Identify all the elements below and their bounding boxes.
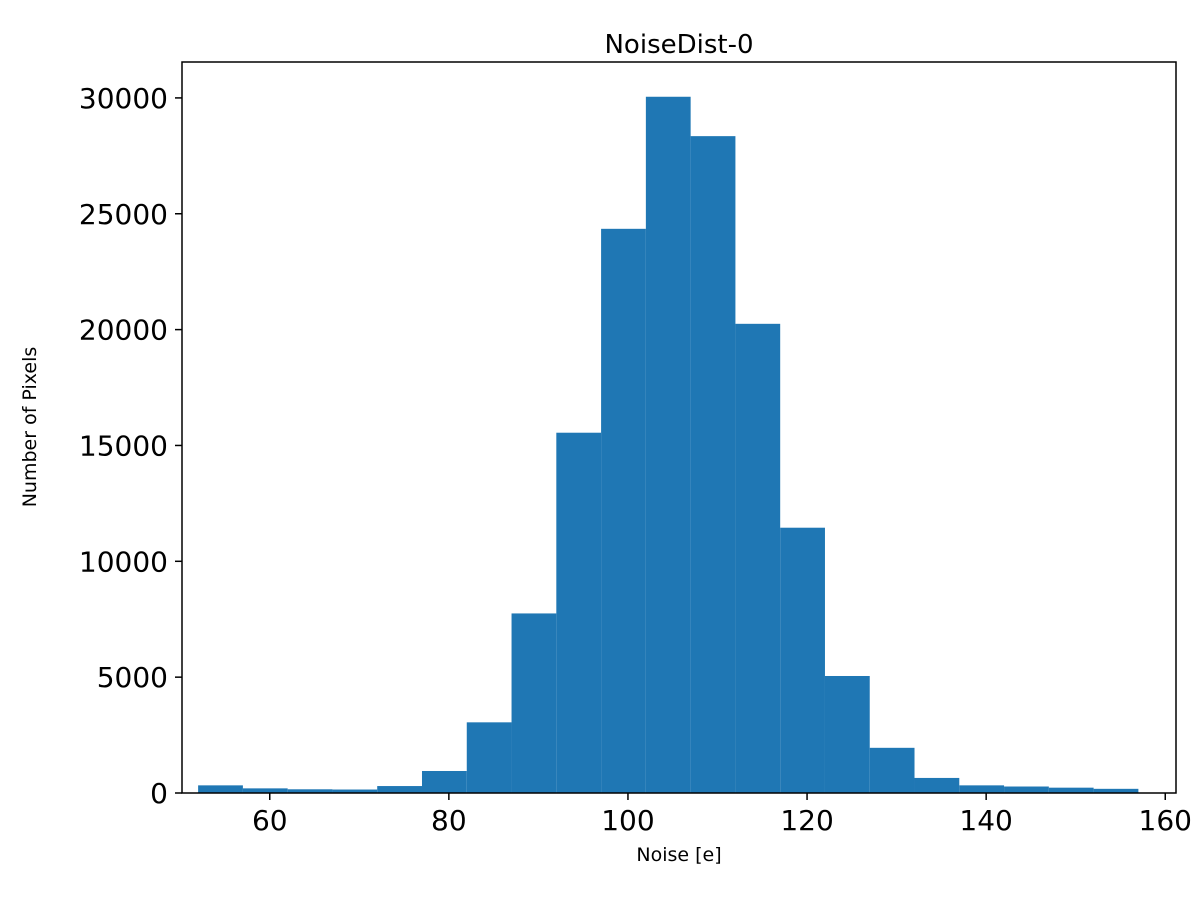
histogram-bar	[869, 747, 915, 793]
histogram-bar	[421, 770, 467, 793]
histogram-bar	[511, 613, 557, 793]
histogram-bar	[914, 777, 960, 793]
axes-frame	[181, 61, 1177, 794]
y-tick-label: 15000	[79, 429, 168, 462]
y-tick-label: 5000	[97, 661, 168, 694]
histogram-bar	[556, 432, 602, 793]
histogram-bar	[198, 785, 243, 793]
y-tick-label: 25000	[79, 198, 168, 231]
x-tick-label: 100	[601, 804, 654, 837]
histogram-bar	[1004, 786, 1049, 793]
y-axis-label: Number of Pixels	[19, 346, 41, 508]
histogram-bar	[1093, 788, 1139, 793]
x-tick-label: 60	[252, 804, 288, 837]
y-tick-label: 30000	[79, 82, 168, 115]
histogram-bar	[377, 786, 422, 793]
y-tick-label: 0	[150, 777, 168, 810]
histogram-bar	[735, 323, 781, 793]
histogram-bar	[824, 675, 870, 793]
histogram-bar	[242, 788, 288, 793]
x-tick-label: 80	[431, 804, 467, 837]
histogram-bar	[645, 96, 691, 794]
histogram-bar	[287, 789, 333, 793]
x-tick-label: 120	[780, 804, 833, 837]
y-tick-label: 20000	[79, 314, 168, 347]
histogram-bar	[466, 722, 512, 793]
x-tick-label: 160	[1139, 804, 1192, 837]
histogram-bar	[601, 228, 646, 793]
x-axis-label: Noise [e]	[636, 844, 722, 866]
histogram-bar	[780, 527, 825, 793]
histogram-bar	[332, 789, 378, 793]
histogram-bar	[959, 785, 1005, 793]
histogram-bar	[690, 136, 736, 793]
y-tick-label: 10000	[79, 545, 168, 578]
chart-title: NoiseDist-0	[604, 30, 754, 60]
x-tick-label: 140	[959, 804, 1012, 837]
histogram-bar	[1048, 787, 1094, 793]
